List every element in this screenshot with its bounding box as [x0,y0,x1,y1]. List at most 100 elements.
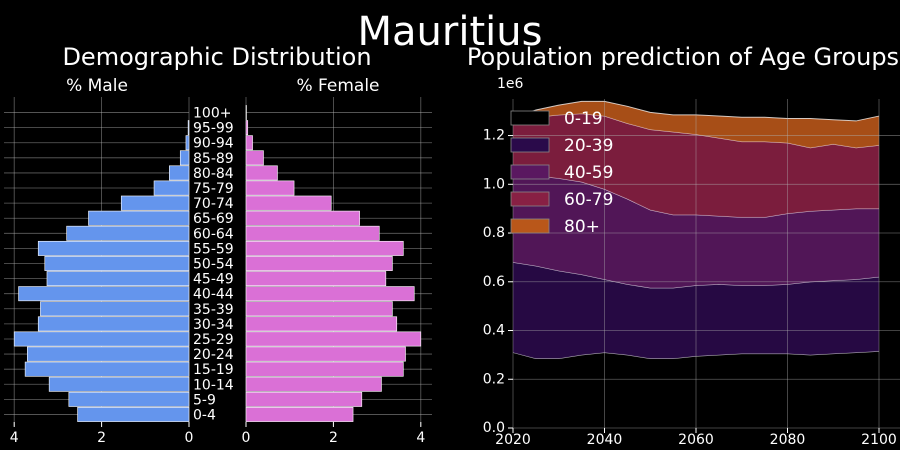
male-bar [179,150,190,166]
female-bar [245,256,393,271]
age-group-label: 75-79 [193,181,234,197]
female-bar [245,150,264,166]
female-bar [245,180,295,196]
male-bar [120,195,190,211]
male-bar [44,256,190,271]
age-group-label: 15-19 [193,362,234,378]
area-legend: 0-19 20-39 40-59 60-79 80+ [510,109,613,237]
pyramid-age-labels: 0-45-910-1415-1920-2425-2930-3435-3940-4… [193,106,234,424]
area-axis-ticks: 2020 2040 2060 2080 2100 0.0 0.2 0.4 0.6 0.8 1.0 1.… [483,128,897,448]
age-group-label: 30-34 [193,317,234,333]
male-bar [27,346,190,362]
male-tick-label: 0 [185,430,194,446]
legend-label: 0-19 [564,109,603,129]
male-tick-label: 4 [10,430,19,446]
legend-swatch-40-59 [510,164,550,180]
y-tick-label: 0.8 [483,225,505,241]
male-bar [18,286,190,302]
female-bar [245,135,253,151]
male-bar [77,407,190,422]
age-group-label: 90-94 [193,136,234,152]
population-prediction-chart: Population prediction of Age Groups 1e6 … [467,43,900,448]
female-bar [245,361,404,377]
female-axis-label: % Female [296,76,379,96]
female-bar [245,346,406,362]
female-bar [245,271,387,287]
male-bar [169,165,190,181]
y-tick-label: 0.4 [483,323,505,339]
male-bar [153,180,190,196]
legend-swatch-80+ [510,218,550,234]
female-bar [245,165,278,181]
age-group-label: 40-44 [193,287,234,303]
female-bar [245,120,249,136]
area-gridlines [512,99,900,429]
female-tick-label: 4 [416,430,425,446]
age-group-label: 95-99 [193,121,234,137]
y-tick-label: 0.6 [483,274,505,290]
legend-swatch-0-19 [510,110,550,126]
figure-title: Mauritius [358,9,543,55]
age-group-label: 5-9 [193,392,216,408]
female-bar [245,210,360,226]
pyramid-x-ticks: 4 4 2 2 0 0 [10,422,425,446]
female-bar [245,316,398,332]
age-group-label: 65-69 [193,211,234,227]
age-group-label: 85-89 [193,151,234,167]
age-group-label: 70-74 [193,196,234,212]
y-tick-label: 1.2 [483,128,505,144]
female-bar [245,286,415,302]
male-bar [37,316,190,332]
female-bar [245,225,380,241]
female-bar [245,376,382,392]
legend-swatch-20-39 [510,137,550,153]
male-bar [66,225,190,241]
female-bar [245,331,422,347]
age-group-label: 80-84 [193,166,234,182]
y-tick-label: 0.0 [483,420,505,436]
male-bar [185,135,190,151]
age-group-label: 10-14 [193,377,234,393]
age-group-label: 20-24 [193,347,234,363]
female-bar [245,301,393,317]
male-tick-label: 2 [97,430,106,446]
age-group-label: 100+ [193,106,231,122]
legend-label: 60-79 [564,190,613,210]
legend-label: 80+ [564,217,600,237]
male-bar [48,376,190,392]
demographic-pyramid-chart: Demographic Distribution % Male % Female… [4,43,432,446]
female-bar [245,407,354,422]
x-tick-label: 2100 [861,432,897,448]
age-group-label: 60-64 [193,226,234,242]
male-bar [40,301,190,317]
legend-label: 20-39 [564,136,613,156]
male-bar [68,391,190,407]
x-tick-label: 2060 [678,432,714,448]
age-group-label: 45-49 [193,272,234,288]
female-bar [245,391,363,407]
x-tick-label: 2040 [587,432,623,448]
male-axis-label: % Male [66,76,128,96]
pyramid-bars [13,105,422,422]
male-bar [46,271,190,287]
x-tick-label: 2080 [770,432,806,448]
male-bar [24,361,190,377]
y-tick-label: 0.2 [483,371,505,387]
male-bar [13,331,190,347]
legend-label: 40-59 [564,163,613,183]
prediction-title: Population prediction of Age Groups [467,43,899,71]
y-tick-label: 1.0 [483,176,505,192]
age-group-label: 55-59 [193,241,234,257]
female-bar [245,195,332,211]
age-group-label: 50-54 [193,257,234,273]
pyramid-title: Demographic Distribution [62,43,371,71]
age-group-label: 25-29 [193,332,234,348]
female-tick-label: 0 [242,430,251,446]
age-group-label: 35-39 [193,302,234,318]
male-bar [187,120,190,136]
legend-swatch-60-79 [510,191,550,207]
x-tick-label: 2020 [495,432,531,448]
female-tick-label: 2 [329,430,338,446]
y-multiplier-label: 1e6 [497,76,524,92]
